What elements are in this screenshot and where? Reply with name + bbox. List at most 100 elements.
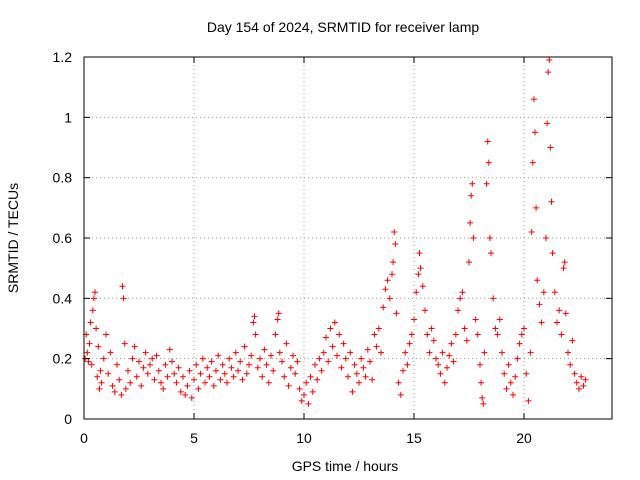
data-point [202, 379, 208, 386]
data-point [514, 355, 521, 362]
data-point [554, 319, 560, 326]
data-point [373, 343, 380, 350]
data-point [195, 385, 202, 392]
data-point [314, 376, 321, 383]
data-point [347, 349, 354, 356]
data-point [364, 346, 371, 353]
data-point [88, 361, 95, 368]
data-point [349, 388, 356, 395]
data-point [358, 355, 365, 362]
data-point [362, 373, 369, 380]
data-point [116, 376, 123, 383]
data-point [331, 319, 338, 326]
axes-layer: 0 0.2 0.4 0.6 0.8 1 1.2 0 5 10 15 20 [53, 49, 612, 446]
data-point [382, 286, 389, 293]
data-point [560, 265, 567, 272]
data-point [353, 370, 360, 377]
data-point [95, 343, 102, 350]
data-point [569, 337, 576, 344]
data-point [510, 391, 516, 398]
x-tick-label: 5 [190, 430, 198, 446]
data-point [551, 289, 558, 296]
data-point [210, 382, 217, 389]
data-point [237, 358, 244, 365]
data-point [275, 310, 282, 317]
data-point [276, 349, 283, 356]
data-point [160, 385, 167, 392]
data-point [228, 364, 235, 371]
data-point [98, 379, 105, 386]
data-point [406, 340, 413, 347]
data-point [533, 204, 540, 211]
data-point [404, 361, 411, 368]
data-point [248, 352, 255, 359]
data-point [380, 304, 387, 311]
data-point [336, 331, 343, 338]
data-point [507, 379, 514, 386]
data-point [188, 394, 195, 401]
data-point [516, 340, 523, 347]
data-point [173, 379, 180, 386]
data-point [558, 331, 565, 338]
y-tick-label: 1.2 [53, 49, 73, 65]
data-point [467, 219, 474, 226]
data-point [562, 310, 569, 317]
data-point [296, 385, 303, 392]
data-point [285, 382, 292, 389]
data-point [166, 346, 173, 353]
data-point [164, 373, 171, 380]
data-point [532, 129, 538, 136]
data-point [455, 307, 461, 314]
data-point [241, 343, 248, 350]
data-point [479, 394, 486, 401]
data-point [274, 316, 281, 323]
data-point [356, 379, 362, 386]
data-point [435, 361, 442, 368]
data-point [149, 355, 156, 362]
data-point [481, 349, 488, 356]
data-point [320, 349, 327, 356]
data-point [488, 250, 494, 257]
data-point [496, 316, 503, 323]
data-point [448, 340, 455, 347]
data-point [437, 370, 444, 377]
data-point [96, 385, 103, 392]
data-point [486, 235, 493, 241]
data-point [485, 159, 492, 166]
data-point [545, 69, 552, 76]
data-point [536, 301, 543, 308]
data-point [184, 382, 191, 389]
data-point [408, 331, 415, 338]
data-point [107, 349, 114, 356]
data-point [215, 352, 222, 359]
data-point [512, 373, 519, 380]
data-point [484, 138, 491, 145]
data-point [290, 352, 296, 359]
data-point [384, 277, 391, 284]
data-point [573, 379, 580, 386]
data-point [468, 192, 475, 199]
data-point [446, 352, 453, 359]
data-point [257, 355, 263, 362]
data-point [480, 400, 487, 407]
data-point [301, 391, 307, 398]
data-point [338, 364, 345, 371]
data-point [470, 235, 477, 241]
data-point [528, 228, 535, 235]
data-point [193, 361, 200, 368]
data-point [279, 358, 285, 365]
data-point [549, 250, 556, 257]
data-point [325, 358, 332, 365]
data-point [386, 295, 393, 302]
data-point [391, 228, 398, 235]
data-point [197, 370, 204, 377]
data-point [530, 96, 537, 103]
data-point [250, 319, 257, 326]
data-point [169, 358, 175, 365]
data-point [395, 379, 402, 386]
data-point [329, 343, 336, 350]
data-point [472, 316, 479, 323]
data-point [378, 349, 384, 356]
data-point [186, 367, 193, 374]
data-point [105, 370, 112, 377]
